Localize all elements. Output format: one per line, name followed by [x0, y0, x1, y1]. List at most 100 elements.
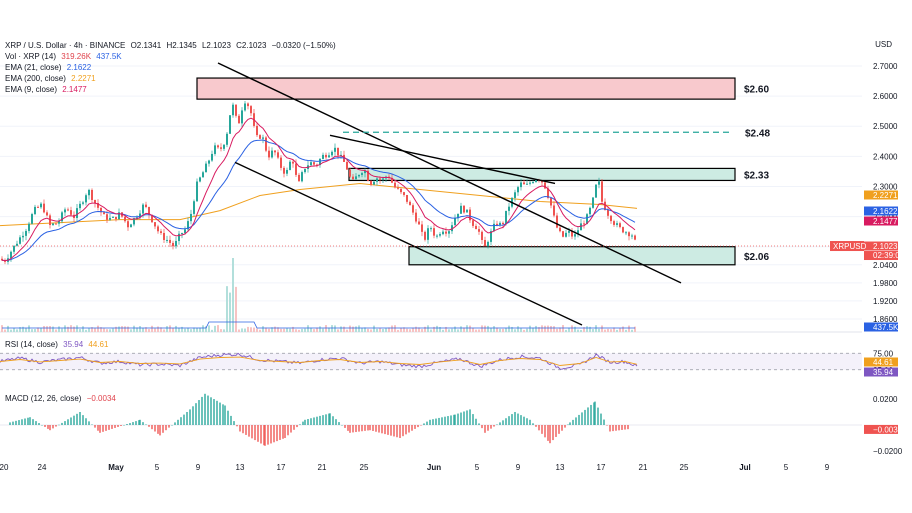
zones[interactable]: $2.60 $2.33 $2.06 — [196, 77, 769, 266]
volume-bar — [172, 327, 174, 332]
candle-body — [178, 233, 180, 241]
volume-bar — [520, 328, 522, 332]
volume-bar — [142, 327, 144, 332]
candle-body — [433, 228, 435, 236]
candle-body — [382, 178, 384, 180]
symbol-info[interactable]: XRP / U.S. Dollar · 4h · BINANCE O2.1341… — [5, 40, 339, 51]
zone-label: $2.06 — [744, 252, 769, 263]
rsi-legend[interactable]: RSI (14, close) 35.94 44.61 — [5, 339, 111, 350]
macd-hist-bar — [499, 422, 501, 425]
candle-body — [493, 223, 495, 232]
volume-bar — [481, 325, 483, 332]
macd-hist-bar — [587, 407, 589, 425]
macd-hist-bar — [44, 425, 46, 427]
macd-hist-bar — [538, 425, 540, 431]
symbol-title[interactable]: XRP / U.S. Dollar · 4h · BINANCE — [5, 41, 126, 50]
ema9-legend[interactable]: EMA (9, close) 2.1477 — [5, 84, 90, 95]
candle-body — [196, 181, 198, 202]
x-tick-label: 21 — [318, 463, 327, 472]
badge-ema21-bg — [864, 206, 898, 216]
candle-body — [604, 201, 606, 210]
volume-bar — [271, 327, 273, 332]
volume-bar — [433, 326, 435, 332]
candle-body — [631, 235, 633, 237]
candle-body — [625, 232, 627, 234]
candle-body — [280, 157, 282, 168]
macd-hist-bar — [447, 416, 449, 425]
volume-bar — [565, 329, 567, 332]
volume-bar — [223, 329, 225, 332]
volume-bar — [496, 327, 498, 332]
macd-hist-bar — [94, 425, 96, 428]
candle-body — [238, 115, 240, 124]
volume-bar — [130, 329, 132, 332]
volume-bar — [244, 328, 246, 332]
x-tick-label: 9 — [196, 463, 201, 472]
volume-bar — [202, 325, 204, 332]
macd-hist-bar — [270, 425, 272, 444]
macd-hist-bar — [594, 401, 596, 425]
volume-bar — [193, 327, 195, 332]
candle-body — [259, 135, 261, 139]
volume-bar — [607, 328, 609, 332]
macd-hist-bar — [490, 425, 492, 429]
candle-body — [85, 195, 87, 203]
macd-hist-bar — [254, 425, 256, 441]
candle-body — [148, 207, 150, 215]
candle-body — [373, 181, 375, 185]
volume-bar — [622, 326, 624, 332]
countdown-text: 02:39:05 — [873, 251, 905, 260]
candle-body — [304, 168, 306, 173]
macd-hist-bar — [145, 424, 147, 425]
macd-hist-bar — [213, 399, 215, 425]
candle-body — [52, 223, 54, 226]
candle-body — [106, 214, 108, 220]
macd-hist-bar — [157, 425, 159, 434]
candle-body — [100, 207, 102, 213]
macd-hist-bar — [183, 414, 185, 425]
x-tick-label: Jun — [427, 463, 441, 472]
macd-hist-bar — [120, 425, 122, 426]
volume-legend[interactable]: Vol · XRP (14) 319.26K 437.5K — [5, 51, 125, 62]
ema200-legend[interactable]: EMA (200, close) 2.2271 — [5, 73, 99, 84]
macd-hist-bar — [302, 421, 304, 425]
volume-bar — [148, 329, 150, 332]
macd-hist-bar — [438, 417, 440, 425]
candle-body — [250, 106, 252, 114]
macd-hist-bar — [603, 419, 605, 425]
macd-hist-bar — [609, 425, 611, 432]
macd-hist-bar — [151, 425, 153, 430]
macd-hist-bar — [24, 418, 26, 425]
ema21-legend[interactable]: EMA (21, close) 2.1622 — [5, 62, 94, 73]
candle-body — [337, 147, 339, 156]
macd-hist-bar — [79, 412, 81, 425]
candle-body — [25, 230, 27, 236]
macd-hist-bar — [523, 416, 525, 425]
y-tick-label: 2.7000 — [873, 62, 898, 71]
macd-legend[interactable]: MACD (12, 26, close) −0.0034 — [5, 393, 119, 404]
volume-bar — [259, 329, 261, 332]
badge-ema200: 2.2271 — [873, 191, 898, 200]
ema200-line — [0, 182, 638, 227]
candle-body — [124, 216, 126, 222]
volume-bar — [295, 329, 297, 332]
x-tick-label: 5 — [155, 463, 160, 472]
levels[interactable]: $2.48 — [343, 128, 770, 139]
zone-support[interactable] — [408, 246, 736, 266]
volume-bar — [358, 325, 360, 332]
zone-resistance[interactable] — [196, 77, 736, 100]
macd-hist-bar — [177, 419, 179, 425]
macd-hist-bar — [460, 412, 462, 425]
trendline[interactable] — [234, 161, 583, 326]
currency-label[interactable]: USD — [875, 40, 892, 49]
macd-hist-bar — [313, 417, 315, 425]
macd-hist-bar — [260, 425, 262, 444]
trendline[interactable] — [329, 134, 556, 185]
candle-body — [82, 202, 84, 204]
candle-body — [70, 210, 72, 215]
level-label: $2.48 — [745, 128, 770, 139]
candle-body — [160, 231, 162, 233]
volume-bar — [214, 325, 216, 332]
zone-resistance[interactable] — [348, 167, 736, 182]
